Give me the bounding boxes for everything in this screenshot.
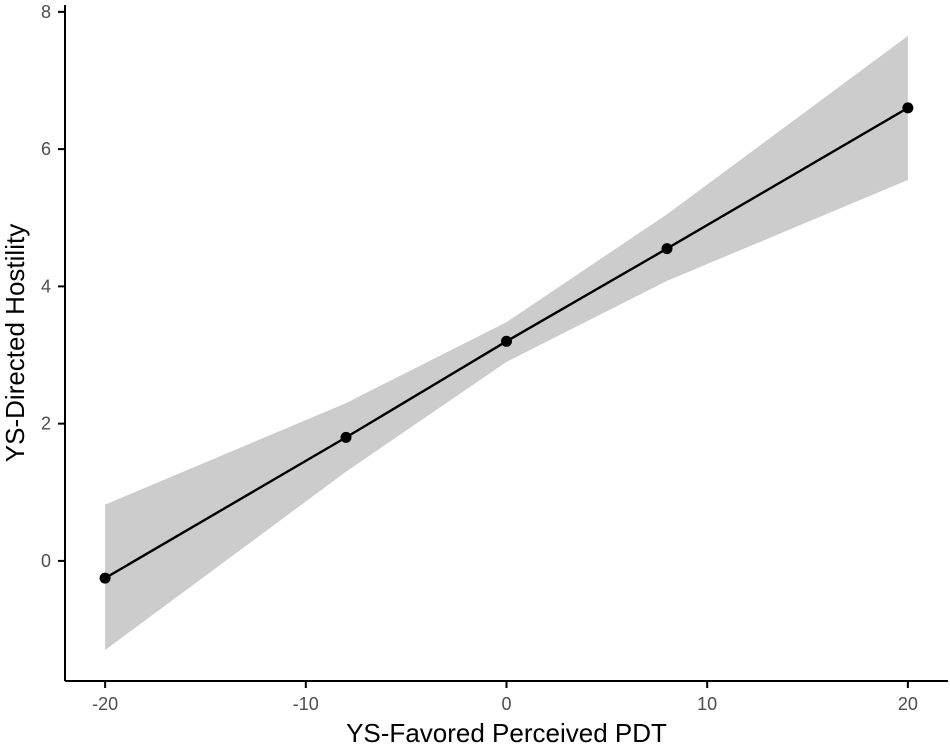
x-axis-title: YS-Favored Perceived PDT [346, 718, 667, 748]
y-tick-label: 4 [41, 276, 51, 296]
x-tick-label: -10 [293, 694, 319, 714]
data-point-layer [99, 102, 914, 584]
data-point [99, 572, 111, 584]
data-point [340, 431, 352, 443]
y-axis-title: YS-Directed Hostility [0, 224, 30, 462]
y-tick-label: 0 [41, 551, 51, 571]
axes: -20 -10 0 10 20 0 2 4 6 8 [41, 2, 948, 714]
y-tick-label: 8 [41, 2, 51, 22]
x-tick-label: 20 [898, 694, 918, 714]
y-tick-label: 6 [41, 139, 51, 159]
x-tick-label: -20 [92, 694, 118, 714]
y-tick-label: 2 [41, 414, 51, 434]
data-point [661, 243, 673, 255]
data-point [501, 335, 512, 347]
x-tick-label: 10 [697, 694, 717, 714]
data-point [902, 102, 914, 114]
x-tick-label: 0 [501, 694, 511, 714]
